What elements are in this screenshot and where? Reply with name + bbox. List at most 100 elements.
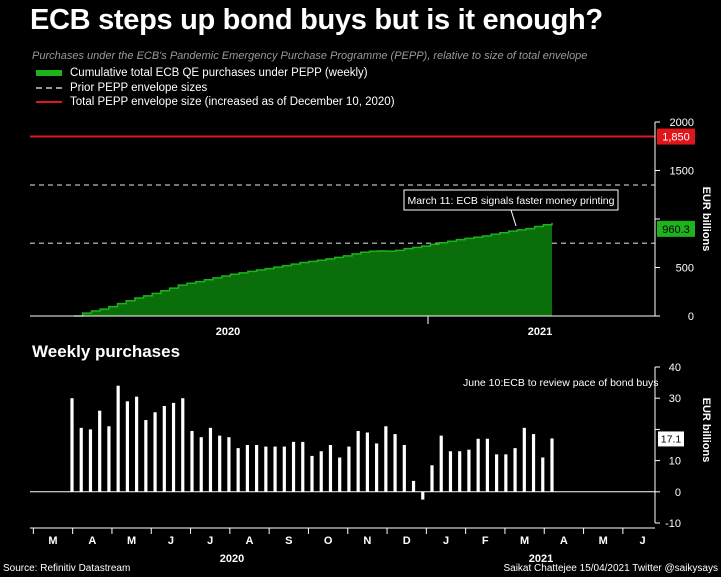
y-tick-label: 30 [669, 393, 681, 405]
month-label: N [363, 535, 371, 547]
weekly-bar [208, 427, 213, 492]
weekly-bar [190, 430, 194, 492]
weekly-bar [255, 445, 259, 492]
weekly-bar [218, 435, 222, 492]
y-tick-label: 40 [669, 362, 681, 374]
year-label-2021: 2021 [529, 553, 553, 565]
legend-swatch-dashed [36, 87, 62, 89]
weekly-bar [467, 449, 471, 492]
month-label: M [599, 535, 608, 547]
weekly-bar [153, 412, 157, 492]
month-label: J [207, 535, 213, 547]
weekly-bar [439, 435, 443, 492]
weekly-bar [504, 454, 508, 492]
y-tick-label: 500 [676, 263, 694, 275]
legend-label-cumulative: Cumulative total ECB QE purchases under … [70, 67, 368, 79]
legend-item-cumulative: Cumulative total ECB QE purchases under … [36, 67, 368, 79]
annotation-text: June 10:ECB to review pace of bond buys [463, 377, 659, 389]
weekly-bar [430, 465, 434, 492]
month-label: A [560, 535, 568, 547]
annotation-text: March 11: ECB signals faster money print… [408, 195, 615, 207]
weekly-bar [79, 427, 83, 492]
weekly-bar [458, 451, 462, 492]
weekly-bar [328, 445, 333, 492]
legend-swatch-green [36, 70, 62, 76]
weekly-bar [291, 441, 296, 492]
weekly-bar [245, 445, 249, 492]
weekly-bar [282, 446, 286, 492]
chart-subtitle: Purchases under the ECB's Pandemic Emerg… [32, 50, 588, 62]
weekly-bar [181, 398, 185, 492]
weekly-bar [310, 455, 314, 492]
envelope-value-box [657, 128, 695, 145]
cumulative-area [74, 222, 552, 316]
month-label: F [482, 535, 489, 547]
legend-label-total: Total PEPP envelope size (increased as o… [70, 96, 395, 108]
weekly-bar [421, 491, 425, 500]
weekly-bar [98, 410, 102, 492]
month-label: M [520, 535, 529, 547]
last-value-label: 17.1 [661, 433, 682, 445]
y-axis-label: EUR billions [700, 398, 712, 463]
section-title-weekly: Weekly purchases [32, 342, 181, 361]
weekly-bar [301, 441, 305, 492]
weekly-bar [393, 434, 397, 492]
weekly-bar [384, 426, 388, 492]
weekly-bar [476, 438, 480, 492]
weekly-bar [541, 457, 545, 492]
legend-label-prior: Prior PEPP envelope sizes [70, 82, 208, 94]
weekly-bar [227, 437, 231, 492]
month-label: S [285, 535, 292, 547]
weekly-bar [338, 457, 342, 492]
month-label: A [246, 535, 254, 547]
cumulative-line [74, 222, 553, 317]
legend-swatch-red [36, 101, 62, 103]
envelope-value-label: 1,850 [662, 132, 690, 144]
chart-title: ECB steps up bond buys but is it enough? [30, 4, 603, 36]
weekly-bar [273, 446, 277, 492]
weekly-bar [171, 402, 176, 492]
weekly-bar [144, 420, 148, 492]
last-value-label: 960.3 [662, 224, 690, 236]
weekly-bar [162, 406, 166, 492]
month-label: A [88, 535, 96, 547]
month-label: J [639, 535, 645, 547]
weekly-bar [125, 401, 129, 492]
weekly-bar [347, 446, 351, 492]
weekly-bar [495, 454, 499, 492]
weekly-bar [448, 451, 453, 492]
y-tick-label: -10 [665, 518, 681, 530]
month-label: O [324, 535, 333, 547]
weekly-bar [199, 437, 203, 492]
y-tick-label: 2000 [670, 117, 694, 129]
weekly-bar [107, 426, 111, 492]
author-credit: Saikat Chattejee 15/04/2021 Twitter @sai… [503, 563, 718, 574]
weekly-bar [116, 385, 120, 492]
month-label: J [443, 535, 449, 547]
weekly-bar [319, 451, 323, 492]
y-axis-label: EUR billions [700, 187, 712, 252]
weekly-bar [411, 480, 416, 492]
source-note: Source: Refinitiv Datastream [3, 563, 131, 574]
y-tick-label: 0 [675, 487, 681, 499]
weekly-bar [70, 398, 74, 492]
weekly-bar [550, 438, 554, 492]
x-tick-label-2020: 2020 [216, 326, 240, 338]
legend-item-total: Total PEPP envelope size (increased as o… [36, 96, 395, 108]
weekly-bar [531, 434, 536, 492]
last-value-box [657, 220, 695, 237]
legend-item-prior: Prior PEPP envelope sizes [36, 82, 207, 94]
annotation-leader [510, 209, 517, 227]
last-value-box [658, 431, 684, 447]
weekly-bar [88, 429, 93, 492]
weekly-bar [135, 396, 139, 492]
weekly-bar [485, 438, 489, 492]
month-label: J [168, 535, 174, 547]
month-label: D [403, 535, 411, 547]
weekly-bar [522, 427, 526, 492]
weekly-bar [236, 448, 240, 492]
weekly-bar [402, 445, 406, 492]
y-tick-label: 10 [669, 456, 681, 468]
weekly-bar [365, 432, 369, 492]
month-label: M [48, 535, 57, 547]
